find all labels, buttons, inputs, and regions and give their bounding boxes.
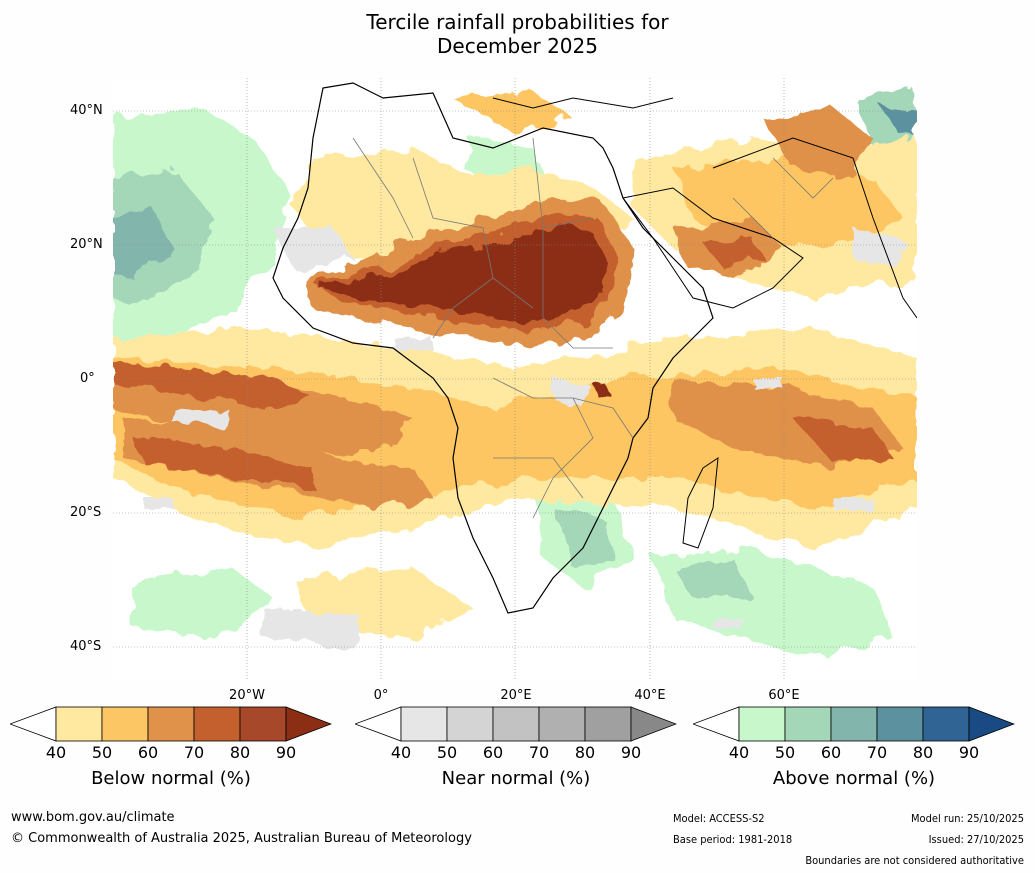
lon-label-60e: 60°E (768, 688, 800, 703)
legend-above-tick: 60 (820, 743, 842, 762)
title-line-2: December 2025 (437, 34, 598, 58)
footer-base-period: Base period: 1981-2018 (673, 833, 793, 846)
legend-below-normal (10, 706, 332, 742)
footer-model-run: Model run: 25/10/2025 (911, 812, 1024, 825)
legend-color-swatch (193, 706, 241, 742)
legend-color-swatch (285, 706, 332, 742)
legend-below-tick: 70 (183, 743, 205, 762)
legend-below-tick: 50 (91, 743, 113, 762)
legend-near-tick: 90 (620, 743, 642, 762)
legend-color-swatch (55, 706, 103, 742)
legend-color-swatch (922, 706, 970, 742)
legend-above-tick: 80 (912, 743, 934, 762)
legend-above-tick: 70 (866, 743, 888, 762)
legend-color-swatch (492, 706, 540, 742)
legend-color-swatch (630, 706, 677, 742)
lon-label-20e: 20°E (500, 688, 532, 703)
legend-color-swatch (876, 706, 924, 742)
footer-issued: Issued: 27/10/2025 (928, 833, 1024, 846)
legend-near-tick: 40 (390, 743, 412, 762)
legend-color-swatch (239, 706, 287, 742)
lon-label-40e: 40°E (634, 688, 666, 703)
legend-above-tick: 50 (774, 743, 796, 762)
legend-above-title: Above normal (%) (772, 768, 936, 789)
legend-below-tick: 60 (137, 743, 159, 762)
legend-color-swatch (538, 706, 586, 742)
legend-near-normal (355, 706, 677, 742)
legend-color-swatch (101, 706, 149, 742)
legend-above-tick: 90 (958, 743, 980, 762)
lon-label-20w: 20°W (229, 688, 265, 703)
legend-color-swatch (693, 706, 740, 742)
lat-label-20s: 20°S (70, 505, 102, 520)
legend-color-swatch (10, 706, 57, 742)
legend-color-swatch (738, 706, 786, 742)
legend-near-tick: 70 (528, 743, 550, 762)
legend-color-swatch (147, 706, 195, 742)
legend-color-swatch (355, 706, 402, 742)
legend-color-swatch (784, 706, 832, 742)
legend-color-swatch (968, 706, 1015, 742)
legend-below-tick: 80 (229, 743, 251, 762)
legend-above-colorbar (693, 706, 1015, 742)
legend-below-tick: 90 (275, 743, 297, 762)
lat-label-40n: 40°N (70, 103, 103, 118)
lat-label-equator: 0° (80, 371, 95, 386)
legend-color-swatch (400, 706, 448, 742)
footer-copyright: © Commonwealth of Australia 2025, Austra… (11, 831, 472, 846)
legend-above-tick: 40 (728, 743, 750, 762)
footer-url[interactable]: www.bom.gov.au/climate (11, 810, 175, 825)
legend-near-colorbar (355, 706, 677, 742)
legend-below-colorbar (10, 706, 332, 742)
rainfall-probability-map (113, 78, 918, 681)
legend-near-tick: 60 (482, 743, 504, 762)
legend-color-swatch (830, 706, 878, 742)
legend-color-swatch (584, 706, 632, 742)
title-line-1: Tercile rainfall probabilities for (366, 10, 669, 34)
legend-above-normal (693, 706, 1015, 742)
legend-below-tick: 40 (45, 743, 67, 762)
lat-label-20n: 20°N (70, 237, 103, 252)
lon-label-0: 0° (373, 688, 389, 703)
lat-label-40s: 40°S (70, 639, 102, 654)
footer-model: Model: ACCESS-S2 (673, 812, 765, 825)
legend-color-swatch (446, 706, 494, 742)
legend-near-tick: 50 (436, 743, 458, 762)
legend-near-title: Near normal (%) (441, 768, 591, 789)
legend-below-title: Below normal (%) (91, 768, 251, 789)
legend-near-tick: 80 (574, 743, 596, 762)
footer-boundaries-note: Boundaries are not considered authoritat… (805, 854, 1024, 867)
map-title: Tercile rainfall probabilities for Decem… (0, 10, 1035, 58)
